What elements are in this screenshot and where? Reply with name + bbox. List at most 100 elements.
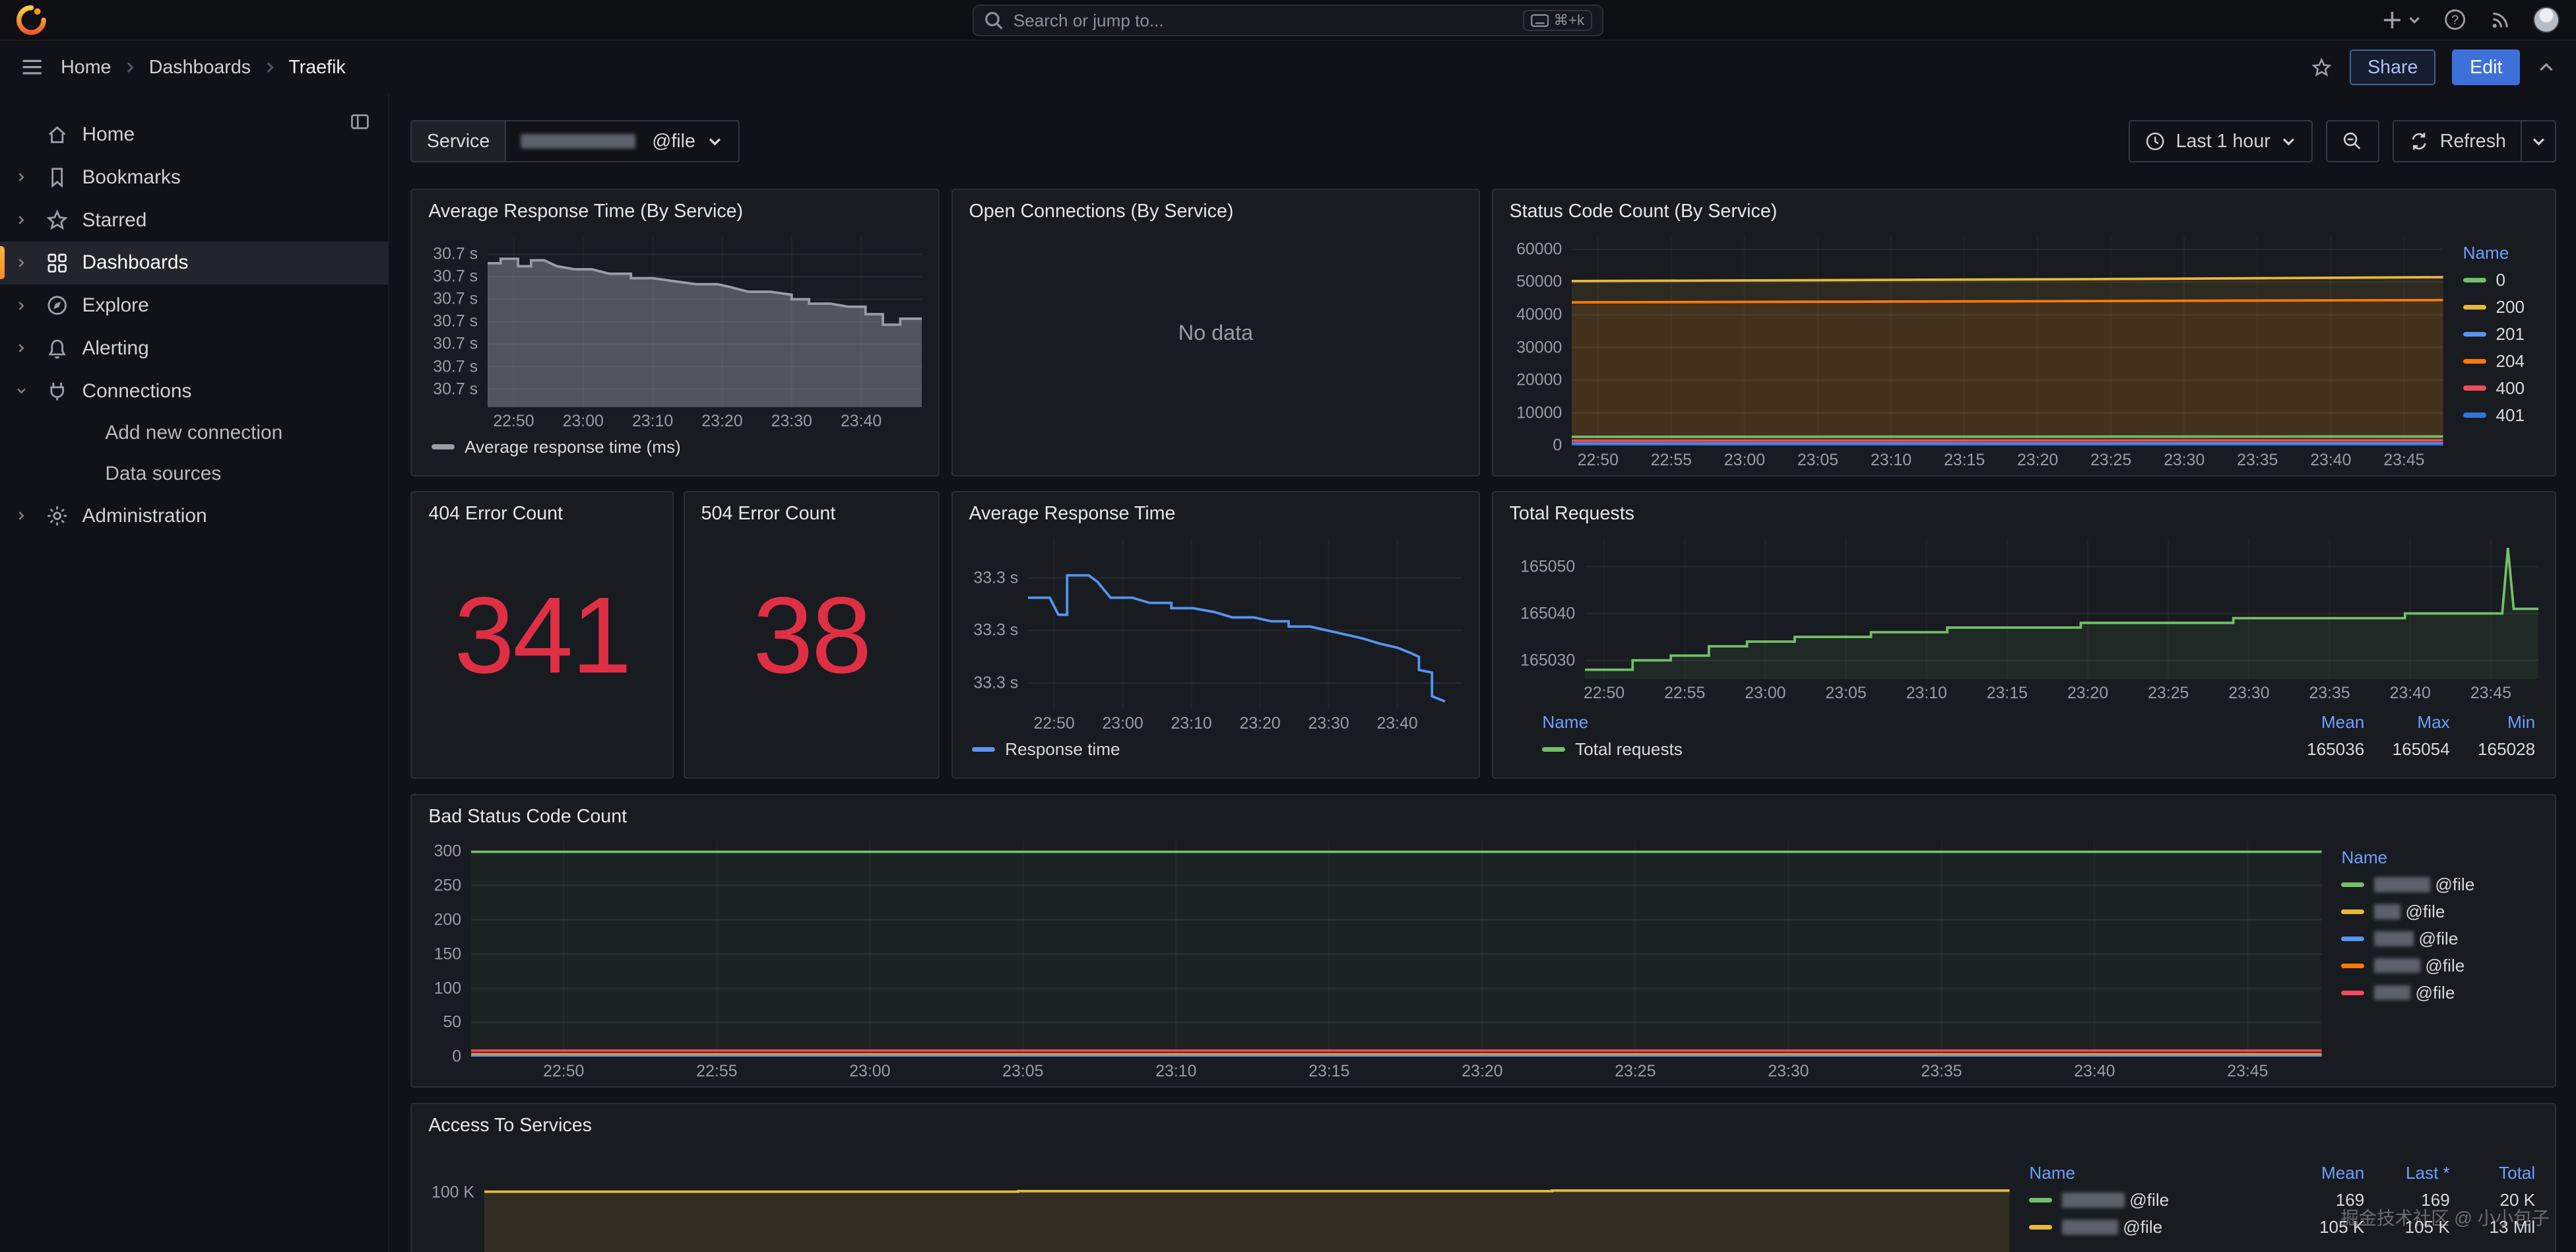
legend-column-header[interactable]: Min [2450, 712, 2535, 733]
sidebar-item-starred[interactable]: Starred [0, 199, 388, 242]
star-dashboard-button[interactable] [2310, 56, 2333, 79]
time-series-chart[interactable] [471, 841, 2322, 1057]
panel-title[interactable]: Average Response Time [953, 492, 1479, 529]
panel-title[interactable]: Access To Services [412, 1104, 2555, 1140]
panel-title[interactable]: Average Response Time (By Service) [412, 190, 938, 226]
legend-column-header[interactable]: Mean [2279, 712, 2364, 733]
x-tick-label: 23:30 [1768, 1062, 1809, 1081]
legend-item[interactable]: @file [2341, 956, 2538, 976]
variable-value-dropdown[interactable]: @file [506, 120, 740, 163]
user-avatar[interactable] [2533, 7, 2560, 33]
legend-item[interactable]: @file [2341, 902, 2538, 922]
share-button[interactable]: Share [2350, 49, 2435, 86]
legend-label: 0 [2496, 270, 2538, 290]
legend-swatch-icon [2341, 937, 2364, 941]
chevron-right-icon[interactable] [10, 340, 33, 356]
time-series-chart[interactable] [1572, 236, 2443, 445]
panel-title[interactable]: Total Requests [1493, 492, 2555, 529]
legend-item[interactable]: Response time [972, 739, 1120, 760]
sidebar-item-administration[interactable]: Administration [0, 494, 388, 537]
chevron-right-icon[interactable] [10, 255, 33, 271]
breadcrumb-home[interactable]: Home [61, 57, 111, 79]
y-axis: 100 K75 K [425, 1150, 484, 1252]
sidebar-item-dashboards[interactable]: Dashboards [0, 242, 388, 284]
x-tick-label: 22:50 [1584, 684, 1625, 703]
breadcrumb-dashboards[interactable]: Dashboards [149, 57, 251, 79]
panel-title[interactable]: 404 Error Count [412, 492, 672, 529]
sidebar-item-bookmarks[interactable]: Bookmarks [0, 156, 388, 199]
home-icon [44, 122, 71, 147]
sidebar-item-alerting[interactable]: Alerting [0, 327, 388, 370]
legend-column-header[interactable]: Mean [2279, 1163, 2364, 1183]
time-series-chart[interactable] [1585, 539, 2538, 679]
legend-item[interactable]: @file [2341, 929, 2538, 949]
x-tick-label: 22:50 [1578, 451, 1619, 470]
legend-column-header[interactable]: Total [2450, 1163, 2535, 1183]
x-tick-label: 23:30 [2228, 684, 2269, 703]
legend-swatch-icon [2463, 278, 2486, 282]
legend-value: 105 K [2279, 1217, 2364, 1237]
legend-item[interactable]: 401 [2463, 405, 2539, 426]
search-input[interactable]: ⌘+k [973, 5, 1603, 36]
time-series-chart[interactable] [488, 236, 922, 407]
legend-label: 401 [2496, 405, 2538, 426]
chevron-right-icon[interactable] [10, 298, 33, 314]
chevron-right-icon[interactable] [10, 508, 33, 524]
help-button[interactable]: ? [2443, 7, 2467, 32]
dashboard-actions: Share Edit [2310, 49, 2556, 86]
panel-title[interactable]: Bad Status Code Count [412, 795, 2555, 832]
menu-toggle-button[interactable] [20, 55, 44, 79]
legend-item[interactable]: 0 [2463, 270, 2539, 290]
chevron-right-icon [123, 60, 137, 75]
collapse-toolbar-button[interactable] [2536, 57, 2556, 77]
legend-column-header[interactable]: Last * [2364, 1163, 2449, 1183]
panel-title[interactable]: Open Connections (By Service) [953, 190, 1479, 226]
refresh-interval-dropdown[interactable] [2521, 121, 2555, 162]
time-series-chart[interactable] [1028, 539, 1462, 709]
chevron-right-icon[interactable] [10, 169, 33, 185]
chevron-down-icon[interactable] [10, 383, 33, 399]
legend-item[interactable]: 400 [2463, 378, 2539, 399]
legend-item[interactable]: @file [2341, 874, 2538, 895]
plug-icon [44, 379, 71, 403]
panel-title[interactable]: Status Code Count (By Service) [1493, 190, 2555, 226]
sidebar-item-connections[interactable]: Connections [0, 370, 388, 412]
news-button[interactable] [2489, 9, 2512, 32]
chevron-right-icon[interactable] [10, 212, 33, 228]
legend-value: 165036 [2279, 739, 2364, 760]
time-range-picker[interactable]: Last 1 hour [2129, 120, 2313, 163]
y-tick-label: 33.3 s [973, 621, 1018, 640]
legend-item[interactable]: @file [2341, 983, 2538, 1003]
legend-item[interactable]: 204 [2463, 351, 2539, 372]
sidebar-item-home[interactable]: Home [0, 114, 388, 156]
sidebar-item-data-sources[interactable]: Data sources [0, 453, 388, 494]
grafana-logo-icon[interactable] [16, 5, 46, 35]
new-dropdown-button[interactable] [2381, 9, 2422, 32]
time-series-chart[interactable] [484, 1150, 2010, 1252]
sidebar-item-add-new-connection[interactable]: Add new connection [0, 412, 388, 453]
x-tick-label: 23:15 [1308, 1062, 1349, 1081]
x-tick-label: 23:25 [2090, 451, 2131, 470]
legend-column-header[interactable]: Max [2364, 712, 2449, 733]
legend-item[interactable]: 201 [2463, 324, 2539, 345]
legend-swatch-icon [2341, 882, 2364, 887]
legend-item[interactable]: 200 [2463, 297, 2539, 317]
refresh-button[interactable]: Refresh [2394, 121, 2521, 162]
zoom-out-time-button[interactable] [2326, 120, 2379, 163]
x-tick-label: 23:25 [2148, 684, 2189, 703]
search-field[interactable] [1014, 11, 1513, 31]
y-tick-label: 100 [434, 979, 462, 998]
legend-item[interactable]: Average response time (ms) [432, 437, 680, 457]
sidebar: Home Bookmarks Starred Dashboards Explor… [0, 94, 389, 1252]
sidebar-item-explore[interactable]: Explore [0, 284, 388, 327]
panel-title[interactable]: 504 Error Count [685, 492, 938, 529]
sidebar-item-label: Starred [82, 209, 146, 232]
edit-button[interactable]: Edit [2452, 49, 2520, 86]
dashboard-grid: Average Response Time (By Service) 30.7 … [410, 189, 2556, 1252]
